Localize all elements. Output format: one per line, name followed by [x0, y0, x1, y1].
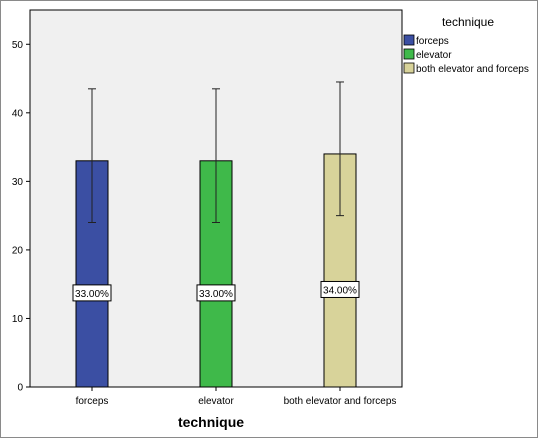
svg-text:33.00%: 33.00%: [75, 289, 109, 300]
error-bar: [88, 88, 96, 223]
error-bars: [88, 81, 344, 223]
legend-item: forceps: [403, 34, 449, 47]
y-axis: 0 10 20 30 40 50: [12, 40, 30, 394]
y-tick-label: 0: [17, 383, 23, 394]
error-bar: [212, 88, 220, 223]
legend-item: both elevator and forceps: [403, 62, 529, 75]
y-tick-label: 40: [12, 108, 24, 119]
x-tick-label: forceps: [76, 396, 109, 407]
y-tick-label: 20: [12, 245, 24, 256]
y-tick-label: 10: [12, 314, 24, 325]
legend-title: technique: [442, 15, 494, 29]
svg-text:34.00%: 34.00%: [323, 285, 357, 296]
data-labels: 33.00% 33.00% 34.00%: [72, 280, 360, 302]
svg-text:33.00%: 33.00%: [199, 289, 233, 300]
legend: forceps elevator both elevator and forceps: [403, 34, 529, 75]
svg-text:forceps: forceps: [416, 36, 449, 47]
x-axis-title: technique: [178, 414, 244, 430]
data-label: 33.00%: [72, 284, 112, 302]
svg-text:elevator: elevator: [416, 50, 452, 61]
x-tick-label: both elevator and forceps: [284, 396, 397, 407]
y-tick-label: 50: [12, 40, 24, 51]
x-tick-label: elevator: [198, 396, 234, 407]
data-label: 33.00%: [196, 284, 236, 302]
y-tick-label: 30: [12, 177, 24, 188]
error-bar: [336, 81, 344, 217]
legend-item: elevator: [403, 48, 452, 61]
svg-text:both elevator and forceps: both elevator and forceps: [416, 64, 529, 75]
x-axis: forceps elevator both elevator and forceps: [76, 387, 397, 407]
data-label: 34.00%: [320, 280, 360, 298]
